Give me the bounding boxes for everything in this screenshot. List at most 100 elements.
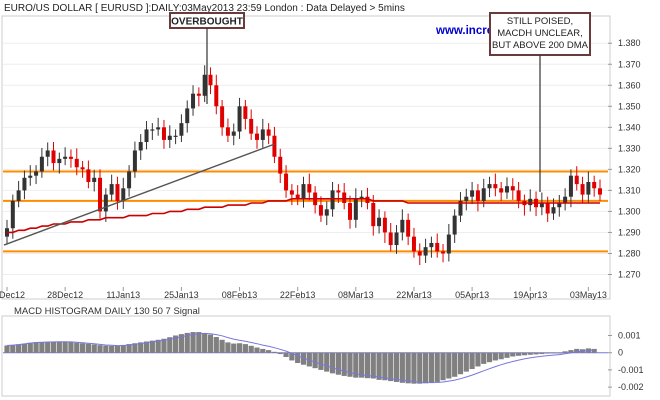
macd-bar	[97, 345, 103, 353]
candle-body	[22, 177, 27, 191]
macd-tick-label: -0.002	[618, 382, 644, 392]
candle-body	[423, 247, 428, 256]
candle-body	[231, 131, 236, 136]
macd-bar	[521, 352, 528, 356]
trendline	[3, 143, 275, 246]
candle-body	[278, 156, 283, 174]
candle-body	[127, 171, 132, 189]
macd-bar	[283, 352, 289, 357]
macd-bar	[184, 332, 190, 353]
candle-body	[34, 171, 39, 176]
macd-tick-label: 0.001	[618, 330, 641, 340]
macd-bar	[254, 347, 260, 353]
candle-body	[109, 184, 114, 195]
macd-bar	[39, 342, 45, 353]
macd-signal-line	[6, 332, 595, 384]
candle-body	[429, 242, 434, 248]
candle-body	[336, 190, 341, 193]
macd-bar	[178, 334, 185, 353]
price-tick-label: 1.330	[618, 143, 641, 153]
candle-body	[63, 156, 68, 159]
macd-bar	[393, 352, 400, 382]
candle-body	[342, 192, 347, 204]
poised-line-1: STILL POISED,	[507, 16, 573, 27]
candle-body	[150, 129, 155, 131]
macd-bar	[248, 345, 254, 353]
macd-bar	[475, 352, 481, 367]
candle-body	[10, 200, 15, 229]
macd-bar	[85, 343, 91, 353]
macd-bar	[45, 342, 51, 353]
date-tick-label: 03May13	[570, 290, 607, 300]
candle-body	[301, 184, 306, 199]
macd-bar	[359, 352, 365, 378]
macd-bar	[457, 352, 464, 375]
candle-body	[179, 123, 184, 136]
price-tick-label: 1.360	[618, 80, 641, 90]
date-tick-label: 28Dec12	[47, 290, 83, 300]
date-tick-label: 14Dec12	[0, 290, 25, 300]
macd-bar	[300, 352, 307, 365]
macd-bar	[481, 352, 487, 364]
macd-bar	[10, 344, 16, 353]
candle-body	[289, 190, 294, 195]
candle-body	[574, 175, 579, 185]
macd-tick-label: 0	[618, 348, 623, 358]
candle-body	[80, 167, 85, 170]
macd-tick-label: -0.001	[618, 365, 644, 375]
candle-body	[487, 184, 492, 189]
chart-title: EURO/US DOLLAR [ EURUSD ]:DAILY:03May201…	[4, 3, 405, 14]
macd-bar	[120, 344, 126, 353]
macd-bar	[33, 342, 39, 353]
macd-bar	[277, 352, 283, 355]
candle-body	[464, 196, 469, 201]
macd-bar	[364, 352, 371, 379]
candle-body	[225, 127, 230, 136]
macd-bar	[231, 343, 237, 353]
macd-bar	[16, 344, 22, 353]
candle-body	[324, 209, 329, 216]
candle-body	[16, 190, 21, 201]
macd-bar	[213, 337, 219, 353]
candle-body	[563, 196, 568, 204]
macd-bar	[91, 344, 97, 353]
candles	[5, 65, 602, 266]
poised-line-2: MACDH UNCLEAR,	[497, 28, 583, 39]
candle-body	[28, 175, 33, 178]
candle-body	[539, 203, 544, 208]
macd-bar	[21, 343, 28, 353]
candle-body	[475, 190, 480, 201]
date-x-axis: 14Dec12 28Dec12 11Jan13 25Jan13 08Feb13 22Feb…	[0, 287, 607, 300]
macd-bar	[155, 339, 161, 353]
date-tick-label: 25Jan13	[164, 290, 199, 300]
macd-bar	[236, 343, 243, 353]
candle-body	[115, 184, 120, 201]
macd-bar	[545, 352, 551, 354]
price-tick-label: 1.270	[618, 269, 641, 279]
candle-body	[388, 232, 393, 246]
candle-body	[92, 177, 97, 182]
candle-body	[598, 188, 602, 195]
trendline-segment	[3, 143, 275, 246]
macd-bar	[132, 343, 138, 353]
macd-bar	[533, 352, 539, 355]
candle-body	[528, 198, 533, 206]
candle-body	[196, 93, 201, 96]
candle-body	[318, 205, 323, 216]
macd-bar	[324, 352, 330, 372]
macd-bar	[329, 352, 336, 374]
macd-bar	[242, 344, 248, 353]
macd-bar	[74, 342, 80, 353]
macd-title: MACD HISTOGRAM DAILY 130 50 7 Signal	[14, 306, 200, 317]
macd-bar	[411, 352, 417, 384]
macd-bar	[405, 352, 411, 384]
macd-bar	[568, 350, 574, 353]
candle-body	[504, 186, 509, 193]
macd-bar	[388, 352, 394, 382]
macd-bar	[527, 352, 533, 355]
macd-bar	[271, 351, 278, 353]
candle-body	[493, 184, 498, 189]
macd-bar	[149, 340, 155, 353]
macd-bar	[4, 345, 10, 353]
macd-bar	[161, 338, 167, 353]
